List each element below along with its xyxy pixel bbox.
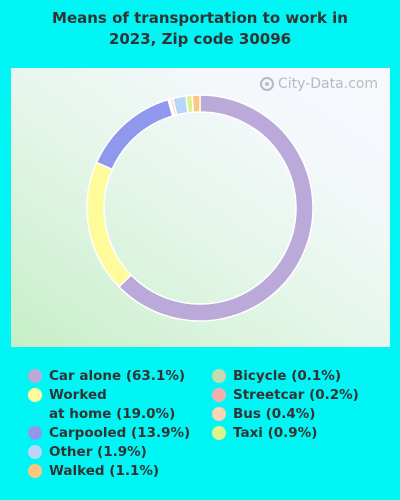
- legend-swatch: [28, 464, 42, 478]
- legend-item: Worked at home (19.0%): [28, 386, 213, 424]
- legend-label: Carpooled (13.9%): [49, 425, 191, 441]
- legend-label: Worked at home (19.0%): [49, 387, 176, 422]
- watermark: City-Data.com: [259, 76, 378, 92]
- legend-item: Bicycle (0.1%): [212, 367, 392, 386]
- legend-label: Bicycle (0.1%): [233, 368, 341, 384]
- legend-column-2: Bicycle (0.1%) Streetcar (0.2%) Bus (0.4%)…: [212, 367, 392, 443]
- legend-label: Walked (1.1%): [49, 463, 160, 479]
- chart-title-line1: Means of transportation to work in: [52, 9, 348, 27]
- legend-swatch: [28, 426, 42, 440]
- donut-slice-2: [95, 98, 174, 171]
- legend-label: Taxi (0.9%): [233, 425, 318, 441]
- legend-item: Walked (1.1%): [28, 462, 213, 481]
- legend-swatch: [28, 388, 42, 402]
- legend-item: Taxi (0.9%): [212, 424, 392, 443]
- legend-column-1: Car alone (63.1%) Worked at home (19.0%) C…: [28, 367, 213, 481]
- donut-slice-1: [86, 161, 133, 288]
- magnifier-icon: [259, 77, 274, 91]
- legend-item: Carpooled (13.9%): [28, 424, 213, 443]
- legend-label: Bus (0.4%): [233, 406, 316, 422]
- legend-swatch: [28, 445, 42, 459]
- legend-swatch: [28, 369, 42, 383]
- legend-swatch: [212, 426, 226, 440]
- legend-label: Other (1.9%): [49, 444, 147, 460]
- legend-item: Car alone (63.1%): [28, 367, 213, 386]
- watermark-text: City-Data.com: [277, 76, 378, 92]
- chart-title-line2: 2023, Zip code 30096: [108, 30, 292, 48]
- legend-item: Bus (0.4%): [212, 405, 392, 424]
- legend-swatch: [212, 388, 226, 402]
- plot-area: City-Data.com: [11, 68, 390, 347]
- legend-swatch: [212, 407, 226, 421]
- legend-item: Streetcar (0.2%): [212, 386, 392, 405]
- donut-slice-8: [191, 94, 201, 114]
- legend-label: Car alone (63.1%): [49, 368, 186, 384]
- legend-label: Streetcar (0.2%): [233, 387, 359, 403]
- donut-slice-0: [117, 94, 314, 322]
- chart-title: Means of transportation to work in 2023,…: [0, 8, 400, 50]
- legend-swatch: [212, 369, 226, 383]
- donut-chart: [86, 94, 314, 322]
- legend-item: Other (1.9%): [28, 443, 213, 462]
